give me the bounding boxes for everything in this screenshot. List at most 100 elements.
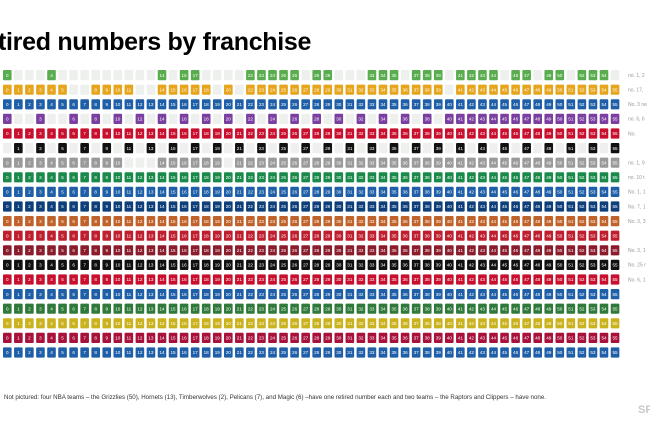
jersey-number-label: 47	[524, 117, 530, 122]
retired-jersey-cell	[511, 186, 520, 197]
grid-cell: 36	[400, 274, 410, 285]
jersey-number-label: 49	[546, 321, 552, 326]
retired-jersey-cell	[323, 128, 333, 139]
grid-cell: 54	[599, 347, 609, 358]
jersey-number-label: 37	[414, 87, 420, 92]
grid-cell: 31	[345, 318, 355, 329]
empty-cell	[212, 84, 222, 95]
grid-cell: 16	[179, 318, 189, 329]
grid-cell: 44	[489, 186, 498, 197]
grid-cell	[301, 70, 310, 81]
grid-cell: 24	[268, 99, 277, 110]
jersey-number-label: 39	[436, 263, 442, 268]
grid-cell: 13	[146, 274, 156, 285]
jersey-number-label: 28	[314, 263, 320, 268]
grid-cell: 31	[345, 143, 355, 154]
jersey-number-label: 43	[480, 73, 486, 78]
jersey-number-label: 51	[568, 233, 574, 238]
jersey-number-label: 47	[524, 204, 530, 209]
grid-cell: 38	[422, 303, 432, 314]
jersey-number-label: 19	[215, 146, 221, 151]
grid-cell: 2	[25, 274, 34, 285]
jersey-number-label: 11	[126, 175, 131, 180]
jersey-number-label: 1	[17, 204, 20, 209]
retired-jersey-cell	[467, 84, 476, 95]
grid-cell: 46	[511, 201, 520, 212]
jersey-number-label: 32	[358, 190, 364, 195]
empty-cell	[102, 70, 112, 81]
grid-cell: 18	[201, 172, 211, 183]
grid-cell: 10	[113, 84, 123, 95]
retired-jersey-cell	[235, 172, 244, 183]
jersey-number-label: 47	[524, 131, 530, 136]
grid-cell: 3	[36, 84, 45, 95]
jersey-number-label: 38	[425, 336, 431, 341]
retired-jersey-cell	[456, 143, 465, 154]
grid-cell: 2	[25, 318, 34, 329]
jersey-number-label: 40	[447, 160, 453, 165]
empty-cell	[445, 70, 454, 81]
jersey-number-label: 2	[28, 102, 31, 107]
retired-jersey-cell	[102, 172, 112, 183]
grid-cell: 19	[212, 318, 222, 329]
retired-jersey-cell	[146, 128, 156, 139]
grid-cell: 19	[212, 245, 222, 256]
jersey-number-label: 41	[458, 146, 464, 151]
grid-cell: 48	[533, 289, 542, 300]
jersey-number-label: 51	[568, 102, 574, 107]
grid-cell: 41	[456, 99, 465, 110]
jersey-number-label: 14	[159, 160, 165, 165]
jersey-number-label: 37	[414, 321, 420, 326]
grid-cell: 37	[411, 289, 421, 300]
grid-cell: 51	[566, 332, 576, 343]
grid-cell: 47	[522, 259, 531, 270]
grid-cell: 36	[400, 303, 410, 314]
retired-jersey-cell	[246, 99, 255, 110]
grid-cell: 38	[422, 128, 432, 139]
grid-cell: 39	[433, 318, 443, 329]
jersey-number-label: 3	[39, 175, 42, 180]
grid-cell: 13	[146, 99, 156, 110]
jersey-number-label: 13	[148, 336, 154, 341]
grid-cell: 46	[511, 186, 520, 197]
jersey-number-label: 12	[137, 131, 143, 136]
jersey-number-label: 38	[425, 190, 431, 195]
retired-jersey-cell	[3, 172, 12, 183]
grid-cell: 41	[456, 230, 465, 241]
jersey-number-label: 42	[469, 321, 475, 326]
grid-cell: 55	[610, 99, 620, 110]
jersey-number-label: 6	[72, 233, 75, 238]
grid-cell: 16	[179, 172, 189, 183]
grid-cell: 38	[422, 172, 432, 183]
grid-cell: 17	[190, 289, 200, 300]
jersey-number-label: 24	[270, 73, 276, 78]
jersey-number-label: 40	[447, 190, 453, 195]
jersey-number-label: 24	[270, 204, 276, 209]
grid-cell: 1	[14, 289, 23, 300]
jersey-number-label: 31	[347, 321, 353, 326]
jersey-number-label: 21	[237, 233, 243, 238]
retired-jersey-cell	[400, 128, 410, 139]
jersey-number-label: 21	[237, 263, 243, 268]
grid-cell: 20	[224, 245, 233, 256]
grid-cell: 38	[422, 84, 432, 95]
grid-cell: 25	[279, 318, 288, 329]
retired-jersey-cell	[356, 201, 366, 212]
grid-cell	[168, 70, 178, 81]
grid-cell: 17	[190, 99, 200, 110]
brand-logo: SP	[638, 404, 650, 416]
grid-cell: 22	[246, 128, 255, 139]
grid-cell: 45	[500, 99, 509, 110]
empty-cell	[577, 143, 587, 154]
grid-cell: 52	[577, 216, 587, 227]
retired-jersey-cell	[445, 186, 454, 197]
jersey-number-label: 28	[314, 233, 320, 238]
grid-cell: 52	[577, 70, 587, 81]
jersey-number-label: 20	[226, 350, 232, 355]
jersey-number-label: 49	[546, 263, 552, 268]
grid-cell: 49	[544, 172, 554, 183]
retired-jersey-cell	[179, 157, 189, 168]
jersey-number-label: 32	[358, 219, 364, 224]
jersey-number-label: 28	[314, 204, 320, 209]
grid-cell: 40	[445, 99, 454, 110]
